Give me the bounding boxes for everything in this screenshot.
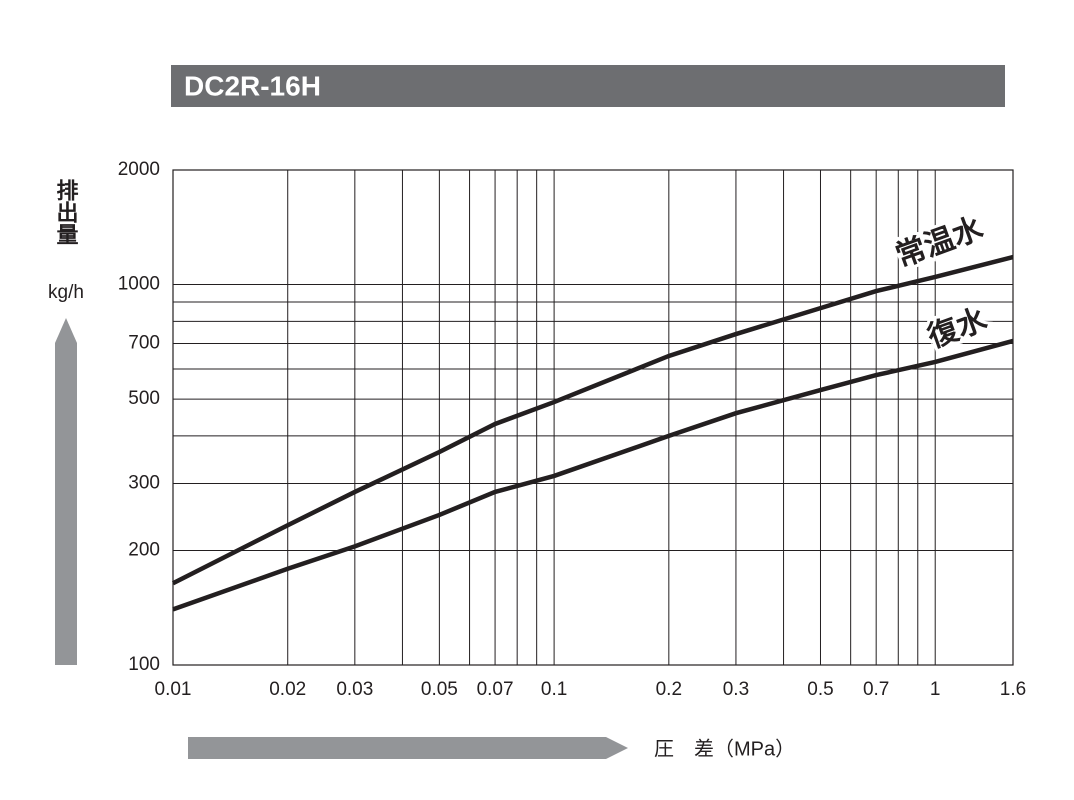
series-label: 復水 — [923, 302, 993, 354]
y-arrow — [55, 318, 77, 665]
x-tick-label: 0.7 — [863, 679, 889, 700]
y-tick-label: 100 — [128, 654, 160, 675]
x-tick-label: 0.2 — [656, 679, 682, 700]
y-tick-label: 300 — [128, 472, 160, 493]
series-label: 常温水 — [892, 211, 989, 273]
x-axis-label: 圧 差（MPa） — [654, 737, 795, 760]
y-tick-label: 2000 — [118, 159, 160, 180]
plot-frame — [172, 169, 1014, 666]
y-tick-label: 700 — [128, 332, 160, 353]
y-tick-label: 500 — [128, 388, 160, 409]
x-tick-label: 1 — [930, 679, 941, 700]
y-tick-label: 200 — [128, 539, 160, 560]
x-tick-label: 0.07 — [477, 679, 514, 700]
x-tick-label: 0.02 — [269, 679, 306, 700]
x-tick-label: 1.6 — [1000, 679, 1026, 700]
x-tick-label: 0.3 — [723, 679, 749, 700]
x-tick-label: 0.5 — [807, 679, 833, 700]
series-line — [172, 338, 1014, 612]
x-tick-label: 0.01 — [155, 679, 192, 700]
y-axis-label: 排出量 — [54, 179, 79, 245]
x-arrow — [188, 737, 628, 759]
x-tick-label: 0.1 — [541, 679, 567, 700]
y-axis-unit: kg/h — [48, 282, 84, 303]
x-tick-label: 0.03 — [336, 679, 373, 700]
y-tick-label: 1000 — [118, 274, 160, 295]
title-bar — [171, 65, 1005, 107]
x-tick-label: 0.05 — [421, 679, 458, 700]
chart-title: DC2R-16H — [184, 70, 321, 101]
series-line — [171, 254, 1014, 586]
